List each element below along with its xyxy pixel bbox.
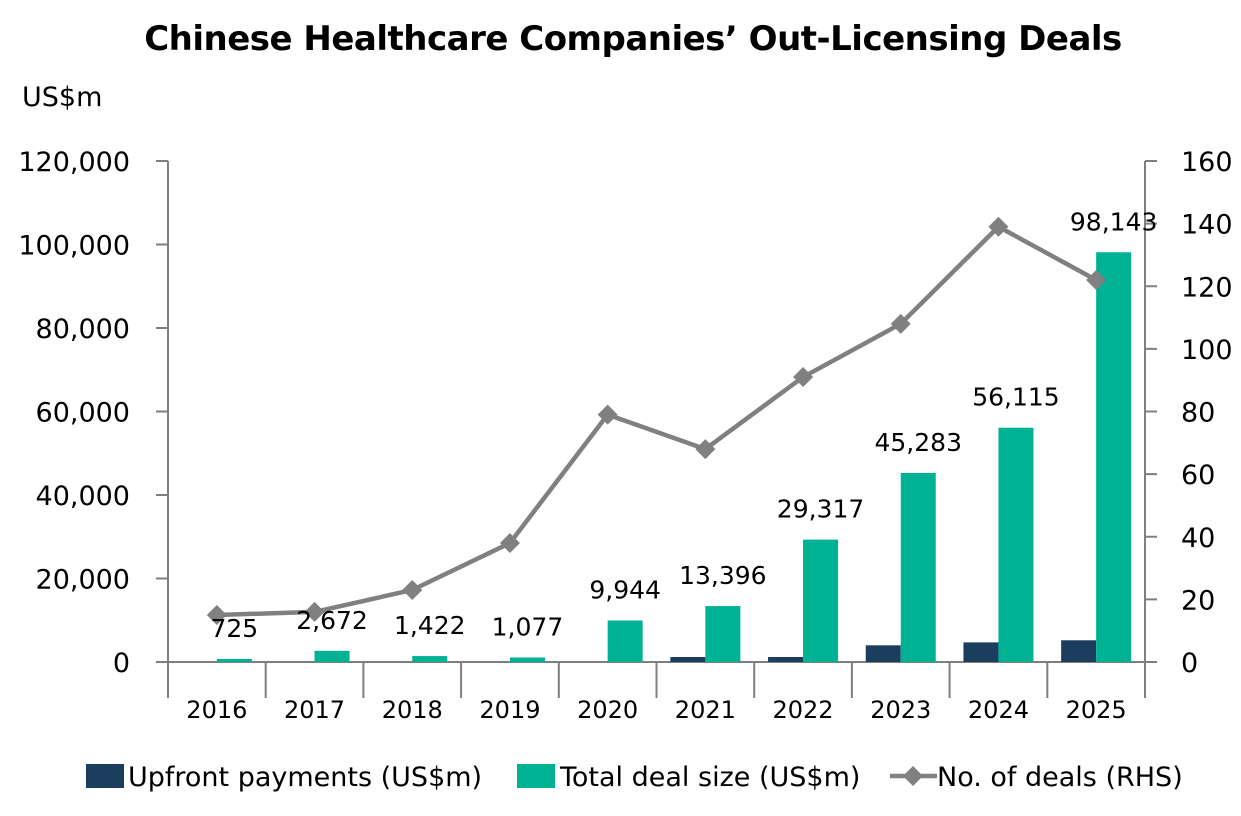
legend-label-total: Total deal size (US$m)	[559, 762, 860, 793]
left-y-tick-label: 40,000	[36, 481, 130, 512]
right-y-tick-label: 0	[1181, 648, 1198, 679]
deals-line-marker	[206, 605, 227, 626]
deals-line-marker	[1086, 269, 1107, 290]
y-axis-unit-label: US$m	[22, 82, 102, 113]
x-tick-label: 2019	[479, 696, 540, 724]
x-tick-label: 2025	[1066, 696, 1127, 724]
right-y-tick-label: 40	[1181, 523, 1215, 554]
upfront-bar	[963, 642, 999, 662]
total-deal-bar	[412, 656, 448, 662]
total-deal-bar	[314, 650, 350, 662]
axes: 0 20,000 40,000 60,000 80,000 100,000 120,000 0…	[18, 147, 1232, 724]
left-y-tick-label: 60,000	[36, 398, 130, 429]
total-deal-data-label: 1,077	[492, 613, 564, 642]
right-y-tick-label: 100	[1181, 335, 1233, 366]
legend-label-deals: No. of deals (RHS)	[937, 762, 1183, 793]
deals-line-marker	[890, 313, 911, 334]
legend-swatch-total	[517, 764, 555, 788]
upfront-bar	[1061, 640, 1097, 662]
total-deal-bar	[705, 606, 741, 662]
total-deal-bar	[803, 539, 839, 662]
right-y-tick-label: 60	[1181, 460, 1215, 491]
legend: Upfront payments (US$m) Total deal size (…	[86, 762, 1183, 793]
legend-label-upfront: Upfront payments (US$m)	[128, 762, 482, 793]
right-y-tick-label: 80	[1181, 398, 1215, 429]
x-tick-label: 2016	[186, 696, 247, 724]
upfront-bar	[865, 645, 901, 662]
right-y-tick-label: 140	[1181, 210, 1233, 241]
total-deal-data-label: 29,317	[777, 495, 864, 524]
total-deal-data-label: 9,944	[589, 575, 661, 604]
upfront-bar	[670, 656, 706, 662]
x-tick-label: 2024	[968, 696, 1029, 724]
bars	[216, 252, 1132, 662]
total-deal-bar	[1096, 252, 1132, 662]
deals-line-marker	[597, 404, 618, 425]
left-y-tick-label: 0	[113, 648, 130, 679]
x-tick-label: 2023	[870, 696, 931, 724]
deals-line	[206, 216, 1107, 626]
deals-line-path	[216, 224, 1098, 618]
total-deal-data-label: 13,396	[679, 561, 766, 590]
total-deal-data-label: 725	[210, 614, 258, 643]
upfront-bar	[768, 656, 804, 662]
legend-swatch-deals-marker	[903, 766, 923, 786]
right-y-tick-label: 120	[1181, 272, 1233, 303]
x-tick-label: 2022	[773, 696, 834, 724]
right-y-tick-label: 20	[1181, 585, 1215, 616]
deals-line-marker	[793, 367, 814, 388]
left-y-tick-label: 20,000	[36, 565, 130, 596]
total-deal-bar	[998, 427, 1034, 662]
total-deal-data-label: 56,115	[972, 383, 1059, 412]
deals-line-marker	[988, 216, 1009, 237]
left-y-tick-label: 120,000	[18, 147, 130, 178]
chart-title: Chinese Healthcare Companies’ Out-Licens…	[144, 19, 1122, 59]
total-deal-data-label: 98,143	[1070, 207, 1157, 236]
deals-line-marker	[304, 601, 325, 622]
x-tick-label: 2021	[675, 696, 736, 724]
data-labels: 725 2,672 1,422 1,077 9,944 13,396 29,317 45,28…	[210, 207, 1157, 643]
deals-line-marker	[499, 533, 520, 554]
x-tick-label: 2018	[382, 696, 443, 724]
x-tick-label: 2017	[284, 696, 345, 724]
total-deal-data-label: 2,672	[296, 606, 368, 635]
deals-line-marker	[695, 439, 716, 460]
total-deal-bar	[607, 620, 643, 662]
deals-line-marker	[402, 579, 423, 600]
total-deal-data-label: 1,422	[394, 611, 466, 640]
total-deal-bar	[216, 658, 252, 662]
legend-swatch-upfront	[86, 764, 124, 788]
left-y-tick-label: 80,000	[36, 314, 130, 345]
x-tick-label: 2020	[577, 696, 638, 724]
left-y-tick-label: 100,000	[18, 231, 130, 262]
total-deal-bar	[900, 472, 936, 662]
total-deal-data-label: 45,283	[875, 428, 962, 457]
total-deal-bar	[509, 657, 545, 662]
right-y-tick-label: 160	[1181, 147, 1233, 178]
